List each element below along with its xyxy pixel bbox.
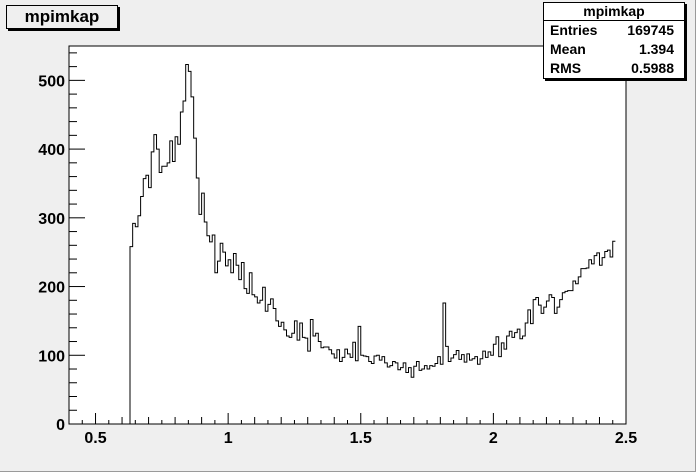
y-tick-label: 300 bbox=[38, 211, 65, 228]
stats-row-mean: Mean 1.394 bbox=[544, 40, 684, 59]
stats-mean-label: Mean bbox=[550, 41, 586, 57]
stats-rms-label: RMS bbox=[550, 60, 582, 76]
stats-entries-label: Entries bbox=[550, 22, 598, 38]
x-tick-label: 1.5 bbox=[350, 430, 372, 447]
stats-entries-value: 169745 bbox=[627, 22, 674, 38]
y-tick-label: 400 bbox=[38, 142, 65, 159]
x-tick-label: 0.5 bbox=[84, 430, 106, 447]
x-tick-label: 2 bbox=[489, 430, 498, 447]
histogram-title-text: mpimkap bbox=[24, 7, 100, 26]
y-tick-label: 200 bbox=[38, 280, 65, 297]
stats-row-entries: Entries 169745 bbox=[544, 21, 684, 40]
histogram-title: mpimkap bbox=[6, 5, 118, 29]
stats-rms-value: 0.5988 bbox=[631, 60, 674, 76]
tick-labels: 0.5 1 1.5 2 2.5 0 100 200 300 400 500 bbox=[38, 73, 637, 447]
x-tick-label: 2.5 bbox=[615, 430, 637, 447]
y-tick-label: 500 bbox=[38, 73, 65, 90]
stats-row-rms: RMS 0.5988 bbox=[544, 59, 684, 78]
x-tick-label: 1 bbox=[224, 430, 233, 447]
stats-title: mpimkap bbox=[544, 3, 684, 21]
y-tick-label: 100 bbox=[38, 348, 65, 365]
stats-box: mpimkap Entries 169745 Mean 1.394 RMS 0.… bbox=[543, 2, 685, 79]
axis-ticks bbox=[68, 52, 627, 425]
histogram-line bbox=[129, 64, 616, 424]
stats-mean-value: 1.394 bbox=[638, 41, 674, 57]
y-tick-label: 0 bbox=[56, 417, 65, 434]
plot-frame bbox=[68, 45, 627, 425]
